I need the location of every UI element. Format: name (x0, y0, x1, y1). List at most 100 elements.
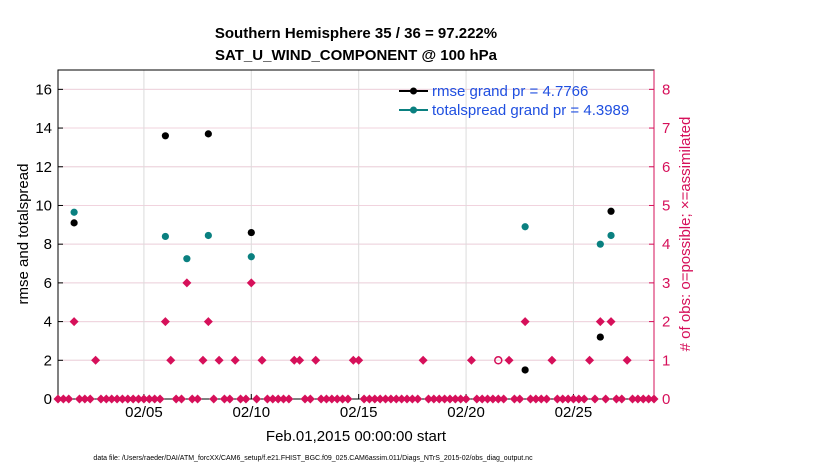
obs-assimilated-marker (230, 355, 240, 365)
obs-assimilated-marker (413, 394, 423, 404)
obs-possible-marker (494, 356, 503, 365)
obs-assimilated-marker (386, 394, 396, 404)
obs-assimilated-marker (58, 394, 68, 404)
obs-assimilated-marker (316, 394, 326, 404)
obs-assimilated-marker (515, 394, 525, 404)
obs-assimilated-marker (155, 394, 165, 404)
y-right-tick-label: 1 (662, 352, 670, 369)
y-left-tick-label: 8 (44, 236, 52, 253)
obs-assimilated-marker (343, 394, 353, 404)
obs-assimilated-marker (359, 394, 369, 404)
obs-assimilated-marker (187, 394, 197, 404)
obs-assimilated-marker (91, 355, 101, 365)
x-tick-label: 02/10 (233, 404, 271, 421)
obs-assimilated-marker (477, 394, 487, 404)
spread-point (161, 232, 169, 241)
chart-title-line2: SAT_U_WIND_COMPONENT @ 100 hPa (215, 47, 498, 64)
obs-assimilated-marker (338, 394, 348, 404)
obs-assimilated-marker (279, 394, 289, 404)
obs-assimilated-marker (96, 394, 106, 404)
data-file-footnote: data file: /Users/raeder/DAI/ATM_forcXX/… (93, 455, 533, 462)
obs-assimilated-marker (381, 394, 391, 404)
obs-assimilated-marker (450, 394, 460, 404)
y-right-tick-label: 6 (662, 159, 670, 176)
y-right-tick-label: 2 (662, 314, 670, 331)
obs-assimilated-marker (295, 355, 305, 365)
obs-assimilated-marker (402, 394, 412, 404)
rmse-point (204, 130, 212, 138)
obs-assimilated-marker (150, 394, 160, 404)
y-left-tick-label: 2 (44, 352, 52, 369)
obs-assimilated-marker (171, 394, 181, 404)
obs-assimilated-marker (348, 355, 358, 365)
obs-assimilated-marker (128, 394, 138, 404)
obs-assimilated-marker (429, 394, 439, 404)
obs-assimilated-marker (644, 394, 654, 404)
obs-assimilated-marker (574, 394, 584, 404)
obs-assimilated-marker (563, 394, 573, 404)
obs-count-series (53, 278, 659, 404)
obs-assimilated-marker (300, 394, 310, 404)
obs-assimilated-marker (354, 355, 364, 365)
obs-assimilated-marker (483, 394, 493, 404)
obs-assimilated-marker (139, 394, 149, 404)
obs-assimilated-marker (423, 394, 433, 404)
obs-assimilated-marker (633, 394, 643, 404)
y-right-tick-label: 4 (662, 236, 670, 253)
spread-point (521, 223, 529, 231)
obs-assimilated-marker (649, 394, 659, 404)
obs-assimilated-marker (134, 394, 144, 404)
rmse-point (596, 333, 604, 341)
obs-assimilated-marker (440, 394, 450, 404)
obs-assimilated-marker (407, 394, 417, 404)
obs-assimilated-marker (590, 394, 600, 404)
rmse-point (161, 132, 169, 140)
obs-assimilated-marker (85, 394, 95, 404)
obs-assimilated-marker (252, 394, 262, 404)
obs-assimilated-marker (520, 317, 530, 327)
obs-assimilated-marker (64, 394, 74, 404)
obs-assimilated-marker (617, 394, 627, 404)
obs-assimilated-marker (568, 394, 578, 404)
obs-assimilated-marker (198, 355, 208, 365)
obs-assimilated-marker (246, 278, 256, 288)
obs-assimilated-marker (203, 317, 213, 327)
y-right-tick-label: 5 (662, 197, 670, 214)
obs-assimilated-marker (526, 394, 536, 404)
obs-assimilated-marker (375, 394, 385, 404)
obs-assimilated-marker (461, 394, 471, 404)
obs-assimilated-marker (262, 394, 272, 404)
x-tick-label: 02/25 (555, 404, 593, 421)
obs-assimilated-marker (509, 394, 519, 404)
obs-assimilated-marker (595, 317, 605, 327)
obs-assimilated-marker (311, 355, 321, 365)
x-tick-label: 02/15 (340, 404, 378, 421)
obs-assimilated-marker (101, 394, 111, 404)
obs-assimilated-marker (160, 317, 170, 327)
spread-point (183, 255, 191, 263)
grid-lines (58, 70, 654, 400)
spread-point (247, 253, 255, 261)
obs-assimilated-marker (332, 394, 342, 404)
obs-assimilated-marker (445, 394, 455, 404)
obs-assimilated-marker (117, 394, 127, 404)
obs-assimilated-marker (531, 394, 541, 404)
obs-assimilated-marker (606, 317, 616, 327)
obs-assimilated-marker (493, 394, 503, 404)
obs-assimilated-marker (74, 394, 84, 404)
obs-assimilated-marker (542, 394, 552, 404)
obs-assimilated-marker (214, 355, 224, 365)
obs-assimilated-marker (327, 394, 337, 404)
rmse-point (521, 366, 529, 374)
obs-assimilated-marker (219, 394, 229, 404)
rmse-point (607, 207, 615, 215)
x-tick-label: 02/20 (447, 404, 485, 421)
y-left-tick-label: 14 (35, 120, 52, 137)
obs-assimilated-marker (547, 355, 557, 365)
obs-assimilated-marker (418, 355, 428, 365)
plot-frame (57, 69, 655, 400)
obs-assimilated-marker (284, 394, 294, 404)
obs-assimilated-marker (268, 394, 278, 404)
